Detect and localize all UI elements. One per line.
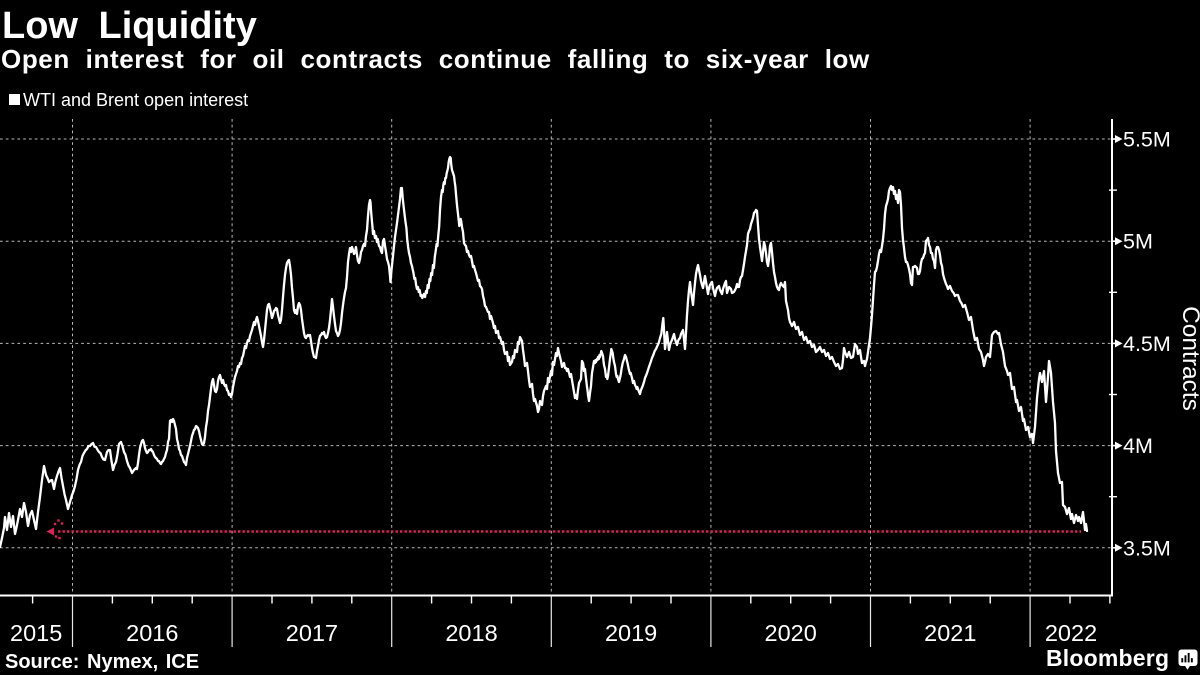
svg-text:3.5M: 3.5M xyxy=(1123,536,1171,560)
svg-text:2019: 2019 xyxy=(605,620,657,646)
svg-text:4M: 4M xyxy=(1123,434,1153,458)
svg-text:4.5M: 4.5M xyxy=(1123,332,1171,356)
svg-text:5.5M: 5.5M xyxy=(1123,128,1171,152)
svg-text:2015: 2015 xyxy=(10,620,62,646)
svg-text:2020: 2020 xyxy=(765,620,817,646)
svg-text:2017: 2017 xyxy=(286,620,338,646)
svg-text:Contracts: Contracts xyxy=(1177,306,1200,411)
svg-text:5M: 5M xyxy=(1123,230,1153,254)
svg-text:2022: 2022 xyxy=(1045,620,1097,646)
svg-text:2021: 2021 xyxy=(924,620,976,646)
svg-text:2018: 2018 xyxy=(445,620,497,646)
svg-text:2016: 2016 xyxy=(126,620,178,646)
